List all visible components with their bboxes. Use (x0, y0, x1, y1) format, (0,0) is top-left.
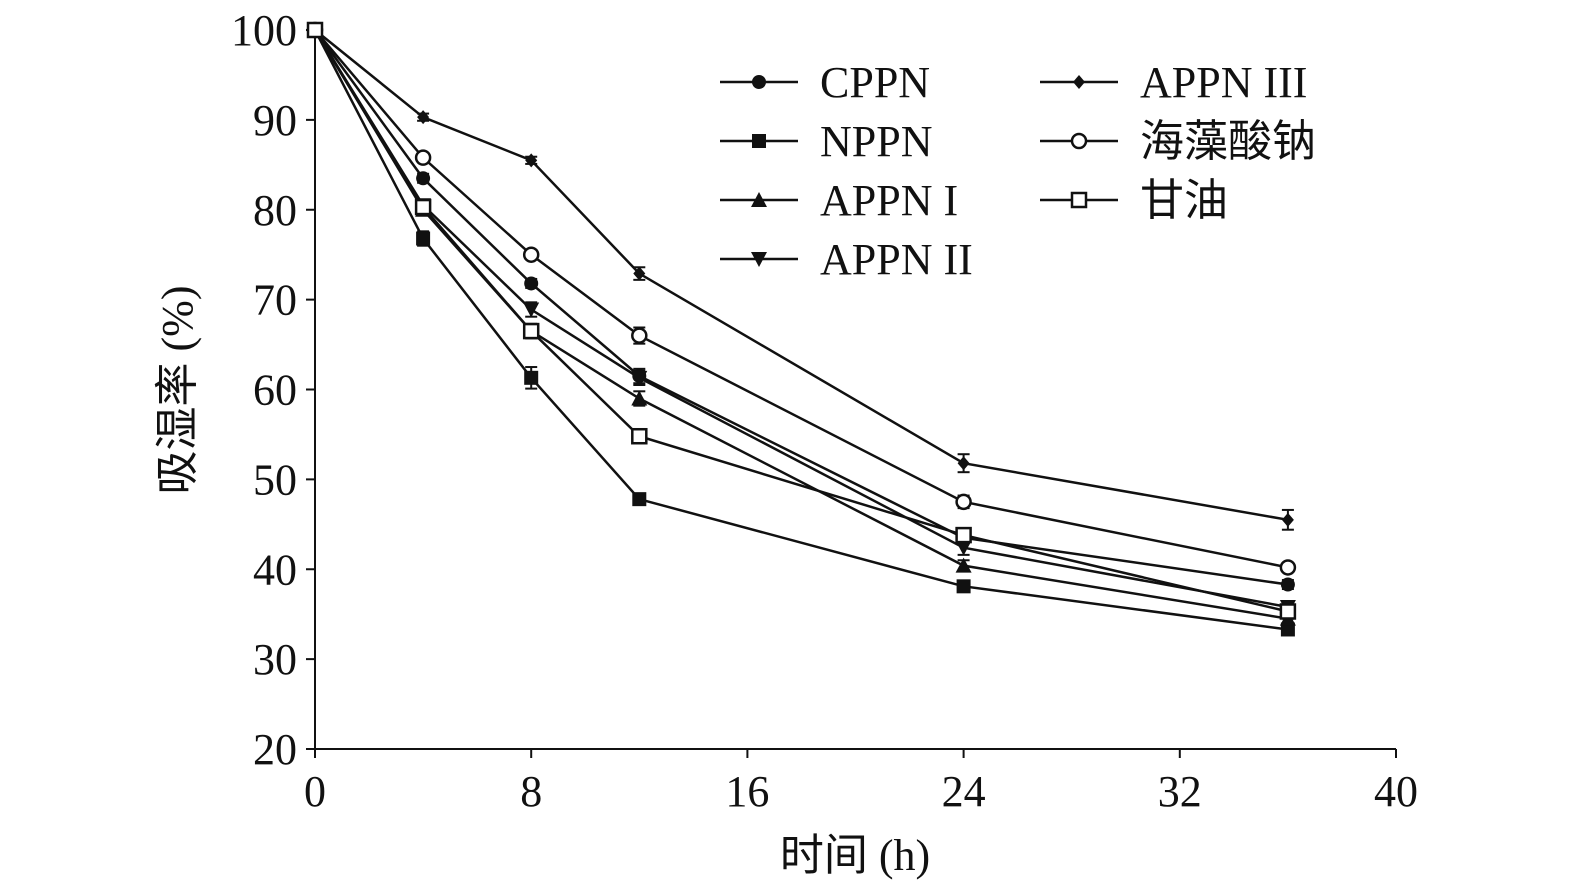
y-tick-label: 30 (253, 635, 297, 684)
legend-label: 海藻酸钠 (1140, 117, 1316, 166)
series-line (314, 29, 1289, 522)
legend-item: APPN I (720, 176, 958, 225)
x-tick-label: 24 (942, 767, 986, 816)
data-point-open-square (1070, 191, 1088, 209)
y-tick-label: 60 (253, 366, 297, 415)
data-point-filled-circle (524, 276, 539, 291)
series-甘油 (306, 21, 1297, 620)
legend-item: CPPN (720, 58, 930, 107)
legend-label: APPN II (820, 235, 973, 284)
data-point-open-circle (414, 149, 432, 166)
series-APPN I (307, 22, 1296, 626)
data-point-filled-circle (416, 171, 431, 186)
data-point-filled-square (956, 579, 971, 594)
x-axis-label: 时间 (h) (780, 831, 930, 880)
data-point-triangle-down (523, 302, 540, 318)
legend-item: APPN III (1040, 58, 1307, 107)
x-tick-label: 32 (1158, 767, 1202, 816)
legend-label: APPN III (1140, 58, 1307, 107)
data-point-diamond (633, 266, 646, 281)
data-point-diamond (417, 110, 430, 125)
data-point-open-square (955, 526, 972, 544)
series-line (313, 29, 1289, 586)
legend-label: 甘油 (1140, 176, 1228, 225)
data-point-open-square (306, 21, 324, 39)
data-point-open-square (1279, 603, 1297, 620)
legend-label: NPPN (820, 117, 933, 166)
data-point-triangle-down (751, 252, 767, 267)
data-point-open-circle (1070, 132, 1088, 150)
data-point-filled-square (416, 231, 431, 246)
data-point-open-circle (522, 246, 540, 263)
data-point-filled-square (524, 370, 539, 385)
data-point-diamond (1281, 512, 1294, 527)
legend-label: APPN I (820, 176, 958, 225)
axes: 0 8 16 24 32 40 20 30 40 50 60 70 80 90 100 (231, 6, 1418, 816)
data-point-filled-circle (752, 75, 766, 89)
data-point-diamond (525, 153, 538, 168)
y-tick-label: 40 (253, 545, 297, 594)
data-point-triangle-up (631, 390, 648, 406)
series-line (314, 29, 1289, 569)
data-point-triangle-up (751, 192, 767, 207)
x-tick-label: 40 (1374, 767, 1418, 816)
legend-label: CPPN (820, 58, 930, 107)
legend-item: APPN II (720, 235, 973, 284)
y-tick-label: 70 (253, 276, 297, 325)
x-tick-label: 16 (725, 767, 769, 816)
series-CPPN (308, 23, 1295, 592)
y-tick-label: 100 (231, 6, 297, 55)
data-point-open-square (522, 322, 540, 340)
data-point-filled-square (632, 492, 647, 507)
y-axis-label: 吸湿率 (%) (153, 286, 202, 495)
series-line (313, 29, 1289, 631)
y-tick-label: 20 (253, 725, 297, 774)
series-line (313, 29, 1289, 613)
data-point-filled-square (752, 134, 766, 148)
legend-item: 甘油 (1040, 176, 1228, 225)
series-APPN II (307, 23, 1296, 615)
data-point-open-circle (631, 327, 648, 344)
x-tick-label: 8 (520, 767, 542, 816)
data-point-filled-square (1280, 622, 1295, 637)
legend-item: 海藻酸钠 (1040, 117, 1316, 166)
y-tick-label: 80 (253, 186, 297, 235)
legend-item: NPPN (720, 117, 933, 166)
data-point-diamond (957, 456, 970, 471)
data-point-triangle-down (631, 370, 648, 386)
data-point-triangle-up (955, 557, 972, 573)
y-tick-label: 90 (253, 96, 297, 145)
data-point-filled-circle (1280, 577, 1295, 592)
data-point-open-square (414, 198, 432, 216)
series-NPPN (308, 23, 1295, 637)
data-point-open-circle (1279, 559, 1297, 576)
data-point-open-square (631, 427, 648, 445)
data-point-open-circle (955, 493, 972, 511)
data-point-triangle-down (955, 540, 972, 556)
y-tick-label: 50 (253, 455, 297, 504)
series-group (306, 21, 1297, 637)
x-tick-label: 0 (304, 767, 326, 816)
data-point-diamond (1073, 75, 1085, 89)
